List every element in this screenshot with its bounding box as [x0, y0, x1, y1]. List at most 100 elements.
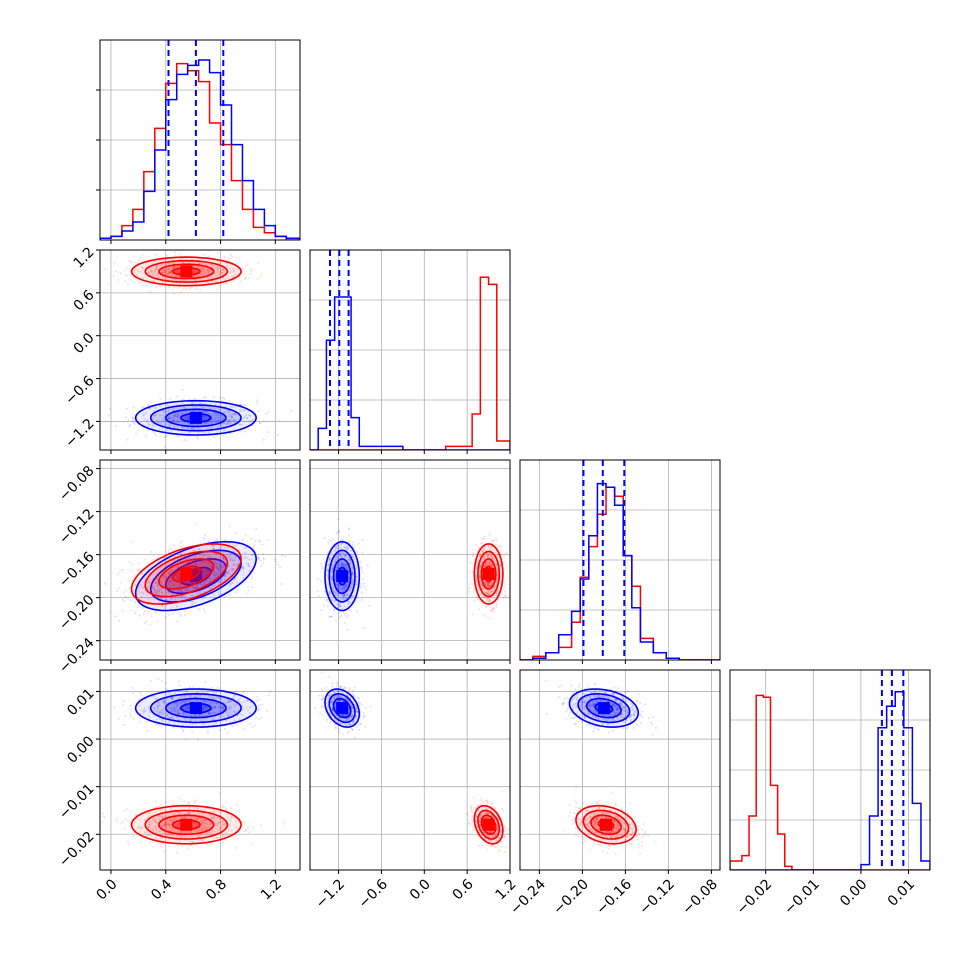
- scatter-point: [140, 825, 143, 828]
- scatter-point: [198, 553, 201, 556]
- scatter-point: [199, 289, 202, 292]
- scatter-point: [229, 419, 232, 422]
- scatter-point: [177, 822, 180, 825]
- scatter-point: [220, 268, 223, 271]
- scatter-point: [208, 713, 211, 716]
- scatter-point: [197, 739, 200, 742]
- scatter-point: [178, 577, 181, 580]
- scatter-point: [217, 417, 220, 420]
- scatter-point: [196, 437, 199, 440]
- scatter-point: [211, 564, 214, 567]
- scatter-point: [118, 587, 121, 590]
- scatter-point: [169, 597, 172, 600]
- scatter-point: [175, 707, 178, 710]
- scatter-point: [231, 567, 234, 570]
- scatter-point: [220, 715, 223, 718]
- scatter-point: [172, 292, 175, 295]
- scatter-point: [171, 819, 174, 822]
- scatter-point: [185, 561, 188, 564]
- scatter-point: [130, 599, 133, 602]
- scatter-point: [216, 836, 219, 839]
- scatter-point: [205, 548, 208, 551]
- scatter-point: [201, 707, 204, 710]
- density-peak: [482, 567, 495, 580]
- scatter-point: [204, 431, 207, 434]
- scatter-point: [236, 554, 239, 557]
- scatter-point: [345, 584, 348, 587]
- scatter-point: [485, 555, 488, 558]
- scatter-point: [209, 695, 212, 698]
- scatter-point: [168, 720, 171, 723]
- scatter-point: [229, 593, 232, 596]
- scatter-point: [125, 267, 128, 270]
- scatter-point: [217, 568, 220, 571]
- scatter-point: [219, 271, 222, 274]
- scatter-point: [223, 574, 226, 577]
- scatter-point: [236, 589, 239, 592]
- scatter-point: [157, 678, 160, 681]
- scatter-point: [331, 563, 334, 566]
- scatter-point: [155, 581, 158, 584]
- scatter-point: [349, 561, 352, 564]
- scatter-point: [203, 581, 206, 584]
- scatter-point: [184, 581, 187, 584]
- scatter-point: [228, 699, 231, 702]
- scatter-point: [189, 555, 192, 558]
- scatter-point: [330, 576, 333, 579]
- scatter-point: [253, 555, 256, 558]
- scatter-point: [193, 825, 196, 828]
- scatter-point: [479, 568, 482, 571]
- scatter-point: [334, 600, 337, 603]
- scatter-point: [266, 709, 269, 712]
- scatter-point: [213, 570, 216, 573]
- scatter-point: [179, 588, 182, 591]
- scatter-point: [219, 397, 222, 400]
- scatter-point: [132, 416, 135, 419]
- scatter-point: [226, 571, 229, 574]
- scatter-point: [169, 707, 172, 710]
- scatter-point: [166, 713, 169, 716]
- scatter-point: [341, 539, 344, 542]
- scatter-point: [184, 596, 187, 599]
- scatter-point: [259, 559, 262, 562]
- scatter-point: [206, 843, 209, 846]
- scatter-point: [169, 416, 172, 419]
- scatter-point: [149, 841, 152, 844]
- scatter-point: [251, 424, 254, 427]
- scatter-point: [141, 591, 144, 594]
- scatter-point: [220, 576, 223, 579]
- scatter-point: [248, 565, 251, 568]
- scatter-point: [120, 581, 123, 584]
- scatter-point: [245, 562, 248, 565]
- scatter-point: [258, 556, 261, 559]
- scatter-point: [166, 714, 169, 717]
- scatter-point: [241, 566, 244, 569]
- scatter-point: [217, 270, 220, 273]
- scatter-point: [177, 269, 180, 272]
- scatter-point: [198, 562, 201, 565]
- scatter-point: [480, 584, 483, 587]
- scatter-point: [194, 715, 197, 718]
- scatter-point: [492, 607, 495, 610]
- scatter-point: [219, 696, 222, 699]
- scatter-point: [203, 610, 206, 613]
- scatter-point: [177, 589, 180, 592]
- scatter-point: [177, 578, 180, 581]
- scatter-point: [242, 409, 245, 412]
- scatter-point: [197, 427, 200, 430]
- scatter-point: [168, 267, 171, 270]
- scatter-point: [145, 620, 148, 623]
- scatter-point: [213, 266, 216, 269]
- scatter-point: [151, 827, 154, 830]
- scatter-point: [107, 282, 110, 285]
- scatter-point: [186, 706, 189, 709]
- scatter-point: [220, 422, 223, 425]
- scatter-point: [240, 701, 243, 704]
- scatter-point: [156, 264, 159, 267]
- scatter-point: [337, 553, 340, 556]
- scatter-point: [216, 430, 219, 433]
- scatter-point: [217, 260, 220, 263]
- scatter-point: [477, 546, 480, 549]
- scatter-point: [329, 592, 332, 595]
- scatter-point: [166, 272, 169, 275]
